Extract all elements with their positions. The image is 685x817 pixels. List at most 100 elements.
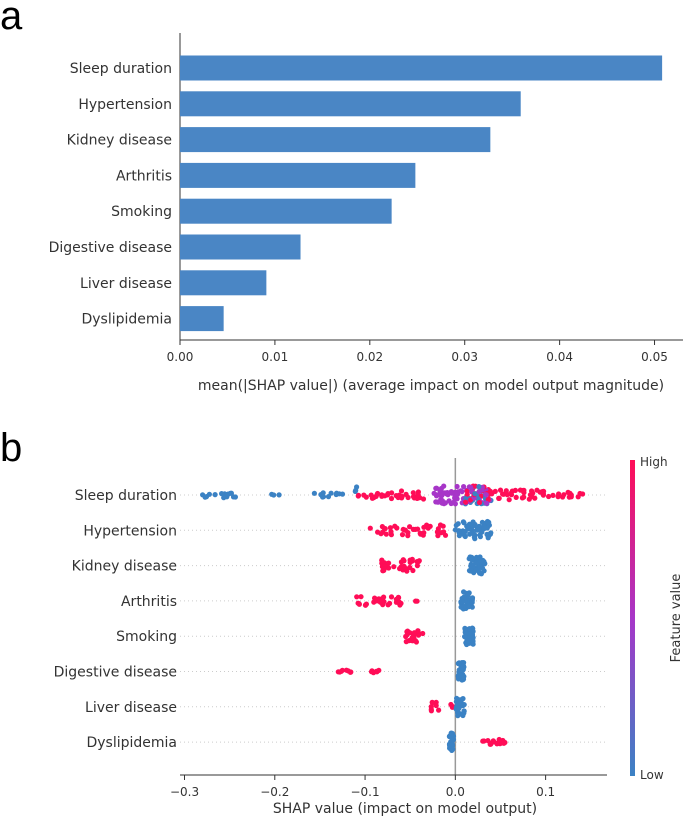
point-sleep-duration <box>521 487 527 493</box>
point-sleep-duration <box>328 490 334 496</box>
point-kidney-disease <box>414 563 420 569</box>
point-sleep-duration <box>556 491 562 497</box>
point-hypertension <box>367 525 373 531</box>
point-sleep-duration <box>369 495 375 501</box>
point-digestive-disease <box>345 668 351 674</box>
category-label-hypertension: Hypertension <box>78 97 172 113</box>
point-sleep-duration <box>464 488 470 494</box>
category-label-smoking: Smoking <box>111 204 172 220</box>
panel-a-label: a <box>0 0 23 38</box>
point-sleep-duration <box>431 490 437 496</box>
bar-arthritis <box>180 162 416 188</box>
point-sleep-duration <box>526 496 532 502</box>
point-sleep-duration <box>379 493 385 499</box>
point-sleep-duration <box>403 491 409 497</box>
point-dyslipidemia <box>496 736 502 743</box>
point-liver-disease <box>428 704 434 710</box>
point-sleep-duration <box>476 484 482 490</box>
point-hypertension <box>481 526 487 532</box>
point-digestive-disease <box>376 667 382 674</box>
colorbar-title: Feature value <box>669 574 684 663</box>
point-kidney-disease <box>477 570 483 576</box>
point-sleep-duration <box>449 490 455 496</box>
point-kidney-disease <box>470 563 476 569</box>
point-kidney-disease <box>478 559 484 565</box>
point-kidney-disease <box>402 565 408 572</box>
point-hypertension <box>477 532 483 538</box>
point-digestive-disease <box>460 663 466 670</box>
point-sleep-duration <box>500 491 506 497</box>
point-digestive-disease <box>456 660 462 666</box>
point-sleep-duration <box>529 488 535 494</box>
point-sleep-duration <box>374 491 380 497</box>
point-liver-disease <box>429 700 436 706</box>
point-hypertension <box>420 532 426 538</box>
point-sleep-duration <box>575 494 581 500</box>
point-smoking <box>420 630 426 637</box>
point-hypertension <box>421 524 427 530</box>
point-sleep-duration <box>385 491 391 497</box>
point-smoking <box>470 638 476 644</box>
category-label-sleep-duration: Sleep duration <box>70 61 172 77</box>
point-smoking <box>411 630 417 636</box>
point-liver-disease <box>456 705 462 711</box>
point-sleep-duration <box>475 496 481 502</box>
point-sleep-duration <box>463 499 469 505</box>
point-sleep-duration <box>472 491 478 497</box>
category-label-dyslipidemia: Dyslipidemia <box>86 735 177 751</box>
point-arthritis <box>388 594 395 600</box>
point-sleep-duration <box>439 492 445 498</box>
bar-hypertension <box>180 91 521 117</box>
point-dyslipidemia <box>449 730 455 737</box>
point-hypertension <box>464 523 470 529</box>
category-label-kidney-disease: Kidney disease <box>67 133 172 149</box>
category-label-dyslipidemia: Dyslipidemia <box>81 312 172 328</box>
point-sleep-duration <box>492 488 498 494</box>
point-liver-disease <box>433 702 439 709</box>
point-sleep-duration <box>568 494 574 500</box>
point-liver-disease <box>455 712 461 718</box>
point-kidney-disease <box>468 567 474 573</box>
point-hypertension <box>460 519 466 525</box>
point-sleep-duration <box>519 495 526 501</box>
point-arthritis <box>395 594 401 600</box>
point-smoking <box>465 638 471 644</box>
point-sleep-duration <box>506 497 512 503</box>
x-tick-label: 0.01 <box>262 350 289 364</box>
x-tick-label: 0.00 <box>167 350 194 364</box>
point-sleep-duration <box>454 483 460 490</box>
category-label-arthritis: Arthritis <box>116 168 172 184</box>
point-sleep-duration <box>353 487 359 493</box>
bar-liver-disease <box>180 270 267 296</box>
point-hypertension <box>484 531 490 538</box>
point-sleep-duration <box>339 491 346 497</box>
point-sleep-duration <box>497 487 504 493</box>
point-hypertension <box>388 529 394 535</box>
point-smoking <box>412 638 419 644</box>
point-sleep-duration <box>443 490 449 496</box>
point-sleep-duration <box>232 494 238 500</box>
x-axis-title: SHAP value (impact on model output) <box>273 801 537 817</box>
point-sleep-duration <box>532 495 538 501</box>
x-tick-label: 0.0 <box>446 785 465 799</box>
point-kidney-disease <box>410 567 416 574</box>
point-sleep-duration <box>414 495 420 501</box>
point-liver-disease <box>456 700 462 706</box>
x-tick-label: 0.03 <box>451 350 478 364</box>
category-label-arthritis: Arthritis <box>121 594 177 610</box>
point-sleep-duration <box>398 488 405 494</box>
point-sleep-duration <box>415 491 421 498</box>
point-dyslipidemia <box>501 740 507 746</box>
point-kidney-disease <box>398 559 404 565</box>
point-kidney-disease <box>397 566 403 572</box>
point-hypertension <box>461 529 468 535</box>
point-sleep-duration <box>363 494 369 500</box>
point-hypertension <box>394 525 400 531</box>
point-sleep-duration <box>496 495 502 501</box>
point-kidney-disease <box>386 560 392 566</box>
point-smoking <box>462 626 468 633</box>
point-digestive-disease <box>339 667 345 673</box>
point-sleep-duration <box>461 484 467 490</box>
point-sleep-duration <box>438 485 444 492</box>
point-digestive-disease <box>461 674 467 680</box>
